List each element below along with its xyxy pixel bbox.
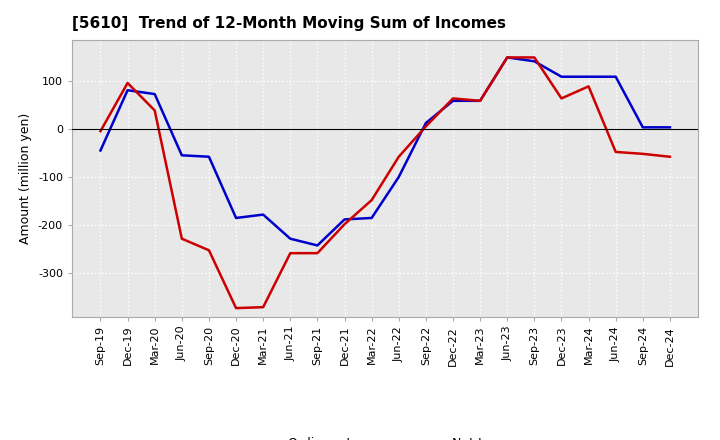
Y-axis label: Amount (million yen): Amount (million yen) bbox=[19, 113, 32, 244]
Net Income bbox=[421, 124, 430, 129]
Net Income bbox=[449, 96, 457, 101]
Ordinary Income bbox=[178, 153, 186, 158]
Net Income bbox=[395, 154, 403, 159]
Net Income bbox=[178, 236, 186, 242]
Ordinary Income bbox=[150, 92, 159, 97]
Net Income bbox=[665, 154, 674, 159]
Net Income bbox=[313, 250, 322, 256]
Ordinary Income bbox=[96, 148, 105, 153]
Ordinary Income bbox=[313, 243, 322, 248]
Ordinary Income bbox=[611, 74, 620, 79]
Net Income bbox=[530, 55, 539, 60]
Ordinary Income bbox=[557, 74, 566, 79]
Ordinary Income bbox=[367, 215, 376, 220]
Ordinary Income bbox=[204, 154, 213, 159]
Ordinary Income bbox=[476, 98, 485, 103]
Legend: Ordinary Income, Net Income: Ordinary Income, Net Income bbox=[241, 432, 529, 440]
Ordinary Income bbox=[665, 125, 674, 130]
Net Income bbox=[611, 149, 620, 154]
Ordinary Income bbox=[530, 59, 539, 64]
Net Income bbox=[557, 96, 566, 101]
Ordinary Income bbox=[584, 74, 593, 79]
Ordinary Income bbox=[449, 98, 457, 103]
Ordinary Income bbox=[286, 236, 294, 242]
Net Income bbox=[123, 81, 132, 86]
Net Income bbox=[341, 222, 349, 227]
Ordinary Income bbox=[123, 88, 132, 93]
Net Income bbox=[367, 198, 376, 203]
Net Income bbox=[503, 55, 511, 60]
Net Income bbox=[584, 84, 593, 89]
Net Income bbox=[259, 304, 268, 310]
Net Income bbox=[476, 98, 485, 103]
Ordinary Income bbox=[639, 125, 647, 130]
Net Income bbox=[150, 108, 159, 113]
Net Income bbox=[96, 128, 105, 134]
Ordinary Income bbox=[395, 174, 403, 180]
Ordinary Income bbox=[503, 55, 511, 60]
Net Income bbox=[639, 151, 647, 157]
Ordinary Income bbox=[341, 217, 349, 222]
Net Income bbox=[232, 305, 240, 311]
Ordinary Income bbox=[421, 121, 430, 126]
Net Income bbox=[204, 248, 213, 253]
Line: Net Income: Net Income bbox=[101, 58, 670, 308]
Ordinary Income bbox=[232, 215, 240, 220]
Text: [5610]  Trend of 12-Month Moving Sum of Incomes: [5610] Trend of 12-Month Moving Sum of I… bbox=[72, 16, 506, 32]
Ordinary Income bbox=[259, 212, 268, 217]
Line: Ordinary Income: Ordinary Income bbox=[101, 58, 670, 246]
Net Income bbox=[286, 250, 294, 256]
